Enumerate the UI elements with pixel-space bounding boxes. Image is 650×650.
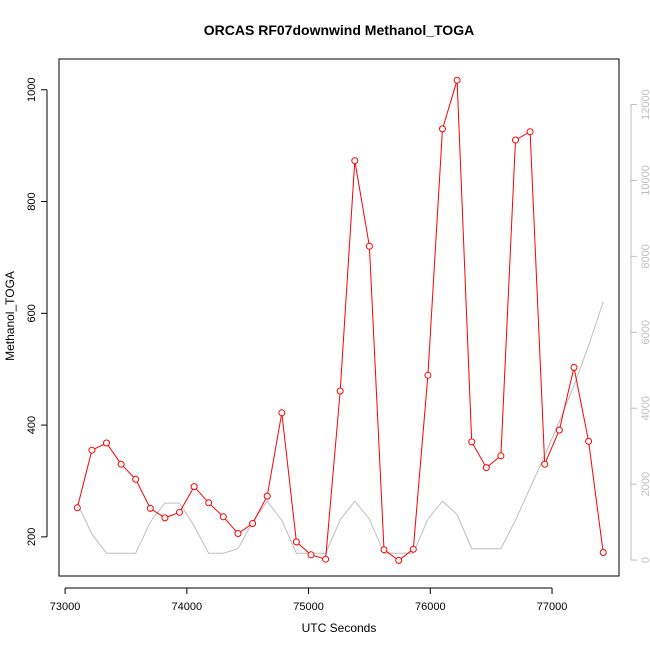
- y-tick-label: 200: [26, 528, 38, 546]
- y-axis-right: 0 2000 4000 6000 8000 10000 12000: [630, 89, 650, 563]
- data-point: [599, 549, 607, 556]
- y2-tick-label: 8000: [640, 244, 650, 268]
- x-tick-label: 74000: [172, 601, 203, 613]
- y-axis-label: Methanol_TOGA: [3, 271, 17, 361]
- data-point: [468, 438, 476, 446]
- chart-title: ORCAS RF07downwind Methanol_TOGA: [204, 22, 474, 38]
- y2-tick-label: 0: [640, 557, 650, 563]
- data-point: [249, 520, 257, 527]
- data-point: [146, 504, 154, 512]
- data-point: [292, 538, 300, 546]
- data-point: [526, 128, 534, 136]
- data-point: [395, 556, 403, 564]
- data-point: [541, 460, 549, 468]
- x-axis-label: UTC Seconds: [302, 621, 377, 635]
- data-point: [176, 508, 183, 516]
- y2-tick-label: 10000: [640, 165, 650, 196]
- y-tick-label: 1000: [26, 77, 38, 101]
- data-point: [307, 551, 315, 559]
- data-point: [219, 513, 227, 521]
- data-point: [278, 409, 286, 417]
- data-point: [365, 242, 373, 250]
- y-axis-left: 200 400 600 800 1000: [26, 77, 48, 546]
- x-tick-label: 75000: [293, 601, 324, 613]
- data-point: [132, 475, 140, 483]
- data-point: [73, 504, 81, 512]
- data-point: [190, 483, 198, 491]
- x-tick-label: 73000: [50, 601, 81, 613]
- data-point: [234, 530, 242, 537]
- y-tick-label: 800: [26, 192, 38, 210]
- data-point: [512, 136, 519, 144]
- y-tick-label: 400: [26, 416, 38, 434]
- data-point: [322, 555, 330, 563]
- data-point: [88, 446, 96, 454]
- data-point: [103, 439, 110, 447]
- y2-tick-label: 12000: [640, 89, 650, 120]
- y-tick-label: 600: [26, 304, 38, 322]
- data-point: [351, 157, 359, 165]
- data-point: [161, 514, 169, 522]
- y2-tick-label: 6000: [640, 320, 650, 344]
- series-line-0: [76, 80, 604, 562]
- data-point: [117, 460, 125, 468]
- data-point: [205, 499, 213, 507]
- data-point: [409, 545, 417, 553]
- data-point: [453, 76, 461, 84]
- plot-frame: [58, 58, 620, 577]
- series-layer: [73, 76, 607, 564]
- data-point: [263, 492, 271, 500]
- data-point: [482, 464, 490, 472]
- x-axis: 73000 74000 75000 76000 77000: [50, 587, 568, 613]
- data-point: [424, 371, 432, 379]
- data-point: [555, 426, 563, 434]
- x-tick-label: 77000: [537, 601, 568, 613]
- x-tick-label: 76000: [415, 601, 446, 613]
- data-point: [497, 452, 505, 460]
- series-line-1: [76, 301, 604, 554]
- data-point: [585, 437, 593, 445]
- data-point: [439, 125, 446, 133]
- y2-tick-label: 4000: [640, 396, 650, 420]
- data-point: [380, 546, 388, 554]
- y2-tick-label: 2000: [640, 472, 650, 496]
- data-point: [336, 387, 344, 395]
- data-point: [570, 364, 578, 371]
